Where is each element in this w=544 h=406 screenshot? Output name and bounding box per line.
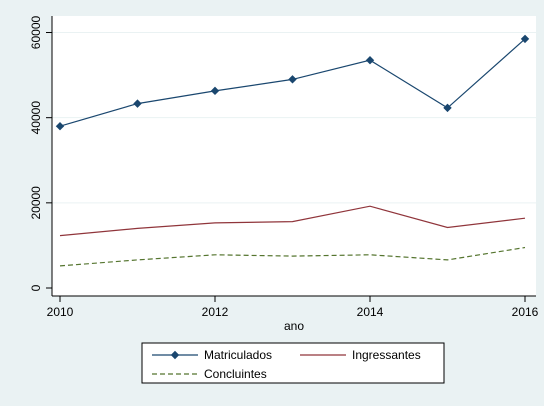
series-line-ingressantes bbox=[59, 205, 526, 237]
axes: 0 20000 40000 60000 2010 2012 2014 2016 bbox=[29, 16, 539, 319]
data-point bbox=[443, 103, 452, 113]
legend-marker bbox=[170, 350, 180, 360]
y-tick-label: 40000 bbox=[29, 101, 43, 135]
y-tick-label: 20000 bbox=[29, 186, 43, 220]
gridlines bbox=[52, 32, 536, 204]
x-tick-label: 2010 bbox=[47, 305, 74, 319]
legend-box bbox=[141, 342, 445, 384]
data-point bbox=[288, 75, 297, 84]
y-tick-label: 60000 bbox=[29, 16, 43, 50]
legend-label-matriculados: Matriculados bbox=[204, 348, 272, 362]
data-point bbox=[365, 55, 375, 65]
series-group bbox=[55, 34, 530, 267]
y-tick-label: 0 bbox=[29, 284, 43, 291]
legend-label-ingressantes: Ingressantes bbox=[352, 348, 421, 362]
data-point bbox=[520, 34, 530, 44]
x-axis-label: ano bbox=[284, 319, 304, 333]
legend-label-concluintes: Concluintes bbox=[204, 367, 267, 381]
x-tick-label: 2016 bbox=[512, 305, 539, 319]
data-point bbox=[210, 86, 220, 96]
x-tick-label: 2012 bbox=[202, 305, 229, 319]
legend: Matriculados Ingressantes Concluintes bbox=[141, 342, 445, 384]
plot-area bbox=[52, 16, 536, 296]
data-point bbox=[133, 99, 142, 108]
x-tick-label: 2014 bbox=[357, 305, 384, 319]
series-line-concluintes bbox=[59, 246, 526, 267]
data-point bbox=[55, 121, 65, 131]
